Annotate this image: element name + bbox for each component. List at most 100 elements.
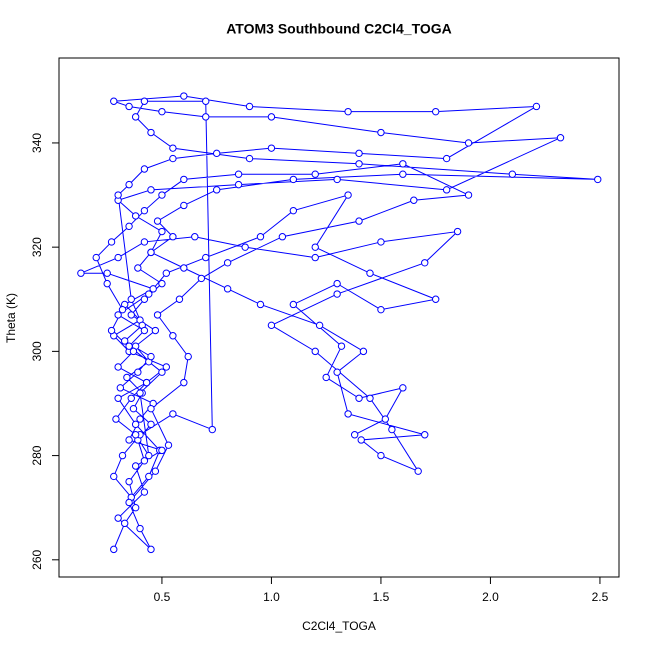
data-point <box>114 514 122 522</box>
data-point <box>241 243 249 251</box>
data-point <box>355 394 363 402</box>
data-point <box>140 238 149 246</box>
data-point <box>256 300 265 309</box>
data-point <box>333 175 341 184</box>
data-point <box>202 113 210 121</box>
data-point <box>131 113 140 121</box>
y-tick-label: 320 <box>30 237 44 257</box>
data-point <box>147 420 155 429</box>
data-point <box>125 222 133 231</box>
data-point <box>145 451 153 460</box>
data-point <box>136 415 144 423</box>
data-point <box>114 363 122 371</box>
data-point <box>202 253 210 262</box>
data-point <box>337 342 346 350</box>
data-point <box>315 321 324 330</box>
data-point <box>125 498 133 507</box>
data-point <box>355 160 363 168</box>
data-point <box>311 347 319 356</box>
data-point <box>357 436 365 444</box>
data-point <box>125 436 133 444</box>
y-axis-label: Theta (K) <box>4 293 18 343</box>
data-point <box>153 217 162 225</box>
data-point <box>180 378 188 387</box>
data-point <box>77 269 85 277</box>
data-point <box>131 462 140 470</box>
data-point <box>121 519 129 528</box>
data-point <box>114 311 122 319</box>
data-point <box>112 415 120 423</box>
data-point <box>147 186 155 194</box>
data-point <box>140 295 149 303</box>
data-point <box>333 279 341 288</box>
data-point <box>267 144 276 152</box>
data-point <box>162 269 171 277</box>
data-point <box>399 160 407 168</box>
data-point <box>169 154 177 163</box>
y-tick-label: 280 <box>30 445 44 465</box>
x-tick-label: 2.5 <box>592 590 609 604</box>
data-point <box>125 342 133 350</box>
data-point <box>118 305 127 314</box>
data-point <box>464 191 473 199</box>
data-point <box>267 113 276 121</box>
data-point <box>388 425 396 434</box>
data-point <box>110 545 118 554</box>
x-tick-label: 1.5 <box>373 590 390 604</box>
data-point <box>355 149 363 158</box>
data-point <box>278 233 287 241</box>
data-point <box>377 451 385 460</box>
data-point <box>431 107 440 116</box>
data-point <box>127 311 135 319</box>
data-point <box>197 274 206 283</box>
data-point <box>169 144 177 152</box>
data-point <box>399 170 407 178</box>
data-point <box>289 300 298 309</box>
data-point <box>464 139 473 147</box>
data-point <box>180 201 188 210</box>
data-point <box>245 154 254 163</box>
data-point <box>442 154 451 163</box>
data-point <box>151 326 160 335</box>
data-point <box>158 446 166 455</box>
data-point <box>136 389 144 397</box>
data-point <box>147 404 155 413</box>
data-point <box>116 384 125 392</box>
data-point <box>147 545 155 554</box>
data-point <box>366 394 374 402</box>
y-tick-label: 260 <box>30 549 44 569</box>
data-point <box>234 180 243 189</box>
data-point <box>127 394 135 402</box>
data-point <box>421 431 429 439</box>
data-point <box>289 175 298 184</box>
data-point <box>125 477 133 486</box>
data-point <box>399 384 407 392</box>
x-tick-label: 2.0 <box>482 590 499 604</box>
data-point <box>107 326 116 335</box>
data-point <box>164 441 173 449</box>
data-point <box>142 378 151 387</box>
chart-title: ATOM3 Southbound C2Cl4_TOGA <box>226 21 452 37</box>
data-point <box>131 212 140 220</box>
data-point <box>110 472 118 481</box>
data-point <box>377 128 385 137</box>
data-point <box>129 404 138 413</box>
data-point <box>131 420 140 429</box>
data-point <box>267 321 276 330</box>
data-point <box>114 394 122 402</box>
data-point <box>333 368 341 376</box>
data-point <box>212 149 221 158</box>
data-point <box>311 243 319 251</box>
data-point <box>147 128 155 137</box>
data-point <box>234 170 243 178</box>
data-point <box>147 352 155 361</box>
y-tick-label: 300 <box>30 341 44 361</box>
data-point <box>208 425 217 434</box>
data-point <box>169 410 177 418</box>
data-point <box>184 352 192 361</box>
data-point <box>92 253 100 262</box>
data-point <box>149 285 157 293</box>
data-point <box>123 373 131 382</box>
